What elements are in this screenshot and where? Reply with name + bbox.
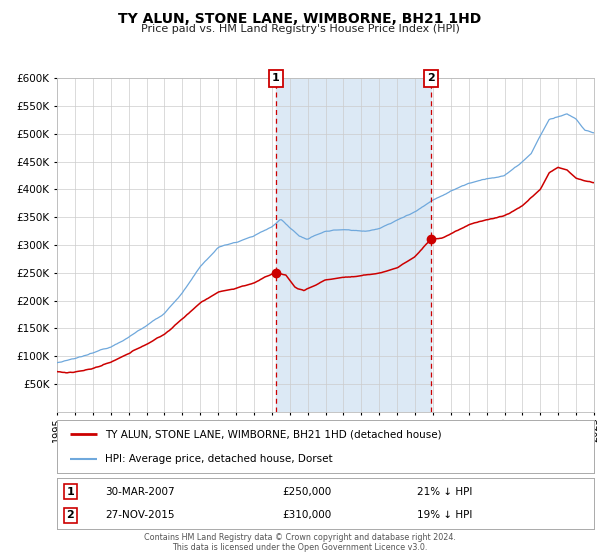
- Text: 19% ↓ HPI: 19% ↓ HPI: [417, 510, 472, 520]
- Text: 2: 2: [427, 73, 435, 83]
- Text: £310,000: £310,000: [283, 510, 332, 520]
- Text: TY ALUN, STONE LANE, WIMBORNE, BH21 1HD (detached house): TY ALUN, STONE LANE, WIMBORNE, BH21 1HD …: [106, 430, 442, 440]
- Bar: [276, 78, 431, 412]
- Text: TY ALUN, STONE LANE, WIMBORNE, BH21 1HD: TY ALUN, STONE LANE, WIMBORNE, BH21 1HD: [118, 12, 482, 26]
- Text: 21% ↓ HPI: 21% ↓ HPI: [417, 487, 472, 497]
- Text: 2: 2: [67, 510, 74, 520]
- Text: HPI: Average price, detached house, Dorset: HPI: Average price, detached house, Dors…: [106, 454, 333, 464]
- Text: 27-NOV-2015: 27-NOV-2015: [106, 510, 175, 520]
- Text: Price paid vs. HM Land Registry's House Price Index (HPI): Price paid vs. HM Land Registry's House …: [140, 24, 460, 34]
- Text: £250,000: £250,000: [283, 487, 332, 497]
- Text: 1: 1: [67, 487, 74, 497]
- Text: 1: 1: [272, 73, 280, 83]
- Text: This data is licensed under the Open Government Licence v3.0.: This data is licensed under the Open Gov…: [172, 543, 428, 552]
- Text: 30-MAR-2007: 30-MAR-2007: [106, 487, 175, 497]
- Text: Contains HM Land Registry data © Crown copyright and database right 2024.: Contains HM Land Registry data © Crown c…: [144, 533, 456, 542]
